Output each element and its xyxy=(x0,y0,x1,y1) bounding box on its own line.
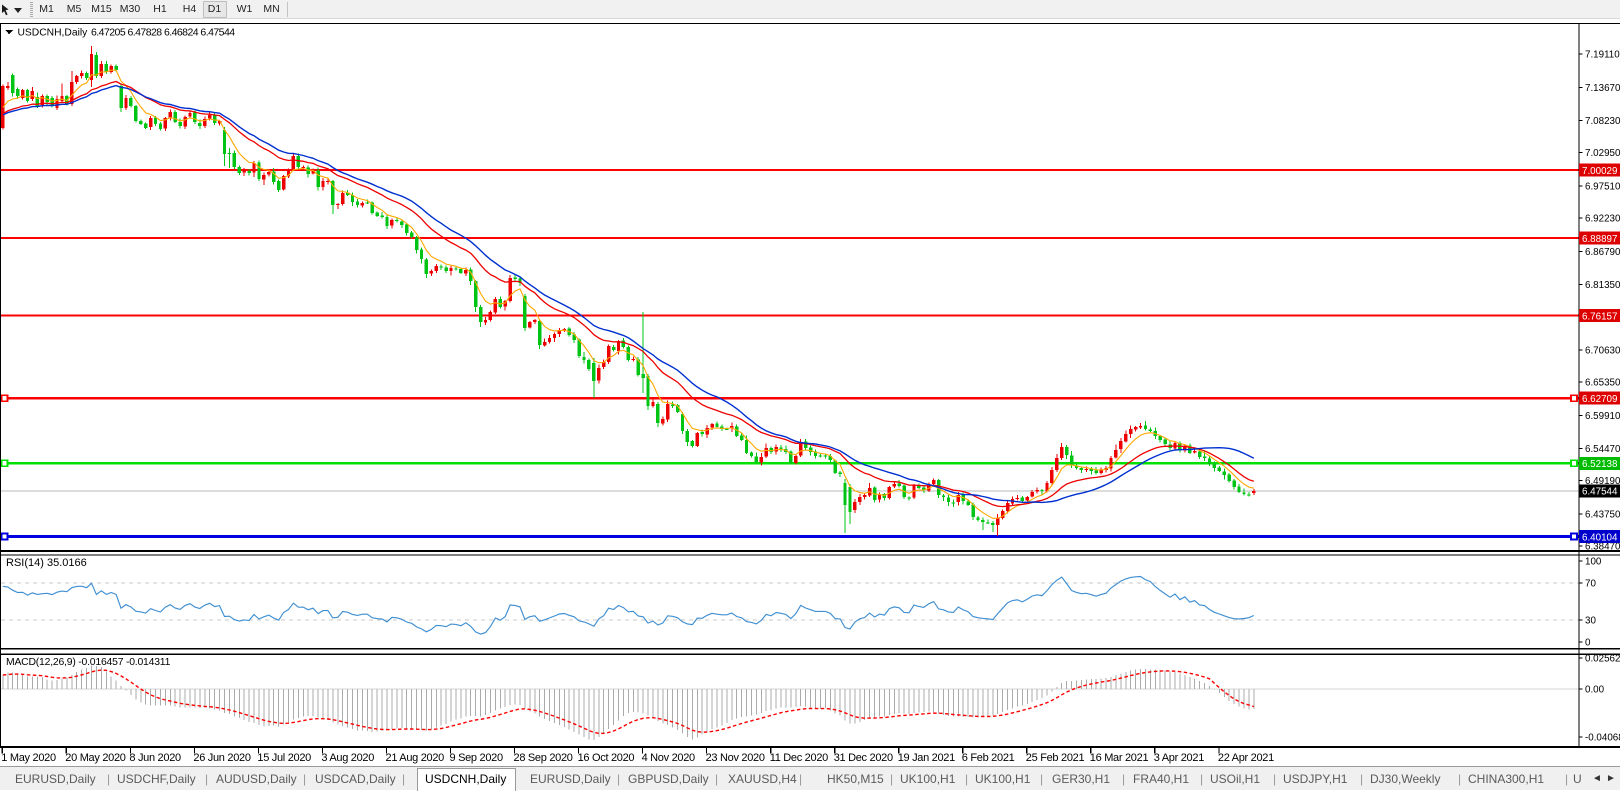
svg-text:RSI(14) 35.0166: RSI(14) 35.0166 xyxy=(6,557,87,569)
svg-text:USDCNH,Daily: USDCNH,Daily xyxy=(18,28,89,39)
svg-text:16 Oct 2020: 16 Oct 2020 xyxy=(578,752,635,764)
svg-text:6.65350: 6.65350 xyxy=(1585,378,1620,389)
svg-text:4 Nov 2020: 4 Nov 2020 xyxy=(642,752,695,764)
svg-text:11 Dec 2020: 11 Dec 2020 xyxy=(770,752,828,764)
svg-text:6.38470: 6.38470 xyxy=(1585,542,1620,553)
svg-text:MACD(12,26,9) -0.016457 -0.014: MACD(12,26,9) -0.016457 -0.014311 xyxy=(6,657,171,668)
svg-text:-0.040687: -0.040687 xyxy=(1585,733,1620,744)
svg-text:0.025623: 0.025623 xyxy=(1585,654,1620,665)
svg-text:15 Jul 2020: 15 Jul 2020 xyxy=(257,752,311,764)
svg-text:7.13670: 7.13670 xyxy=(1585,83,1620,94)
svg-text:6.70630: 6.70630 xyxy=(1585,345,1620,356)
svg-text:6.62709: 6.62709 xyxy=(1582,394,1617,405)
svg-text:28 Sep 2020: 28 Sep 2020 xyxy=(514,752,573,764)
svg-text:6.86790: 6.86790 xyxy=(1585,247,1620,258)
svg-text:3 Aug 2020: 3 Aug 2020 xyxy=(321,752,374,764)
svg-text:1 May 2020: 1 May 2020 xyxy=(1,752,56,764)
svg-text:6.52138: 6.52138 xyxy=(1582,459,1618,470)
svg-text:21 Aug 2020: 21 Aug 2020 xyxy=(386,752,445,764)
svg-text:7.02950: 7.02950 xyxy=(1585,148,1620,159)
svg-text:31 Dec 2020: 31 Dec 2020 xyxy=(834,752,893,764)
svg-text:22 Apr 2021: 22 Apr 2021 xyxy=(1218,752,1274,764)
svg-text:6.47205 6.47828 6.46824 6.4754: 6.47205 6.47828 6.46824 6.47544 xyxy=(91,27,235,39)
svg-text:9 Sep 2020: 9 Sep 2020 xyxy=(450,752,503,764)
svg-text:16 Mar 2021: 16 Mar 2021 xyxy=(1090,752,1149,764)
svg-text:6.54470: 6.54470 xyxy=(1585,444,1620,455)
svg-text:19 Jan 2021: 19 Jan 2021 xyxy=(898,752,955,764)
svg-text:3 Apr 2021: 3 Apr 2021 xyxy=(1154,752,1204,764)
svg-text:6.88897: 6.88897 xyxy=(1582,234,1617,245)
svg-text:0: 0 xyxy=(1585,638,1591,649)
svg-text:100: 100 xyxy=(1585,557,1602,568)
svg-text:6.49190: 6.49190 xyxy=(1585,476,1620,487)
svg-text:7.08230: 7.08230 xyxy=(1585,116,1620,127)
svg-text:6.47544: 6.47544 xyxy=(1582,487,1618,498)
svg-text:8 Jun 2020: 8 Jun 2020 xyxy=(129,752,181,764)
svg-text:6.40104: 6.40104 xyxy=(1582,532,1618,543)
svg-text:20 May 2020: 20 May 2020 xyxy=(65,752,125,764)
svg-text:6.43750: 6.43750 xyxy=(1585,509,1620,520)
svg-text:6.92230: 6.92230 xyxy=(1585,214,1620,225)
svg-text:70: 70 xyxy=(1585,579,1596,590)
svg-text:6 Feb 2021: 6 Feb 2021 xyxy=(962,752,1015,764)
svg-text:0.00: 0.00 xyxy=(1585,685,1605,696)
svg-text:6.97510: 6.97510 xyxy=(1585,181,1620,192)
svg-text:25 Feb 2021: 25 Feb 2021 xyxy=(1026,752,1085,764)
svg-text:6.81350: 6.81350 xyxy=(1585,280,1620,291)
svg-text:30: 30 xyxy=(1585,616,1596,627)
svg-text:6.59910: 6.59910 xyxy=(1585,411,1620,422)
svg-text:26 Jun 2020: 26 Jun 2020 xyxy=(193,752,250,764)
svg-text:7.00029: 7.00029 xyxy=(1582,166,1617,177)
svg-text:7.19110: 7.19110 xyxy=(1585,50,1620,61)
svg-text:23 Nov 2020: 23 Nov 2020 xyxy=(706,752,765,764)
svg-text:6.76157: 6.76157 xyxy=(1582,312,1617,323)
